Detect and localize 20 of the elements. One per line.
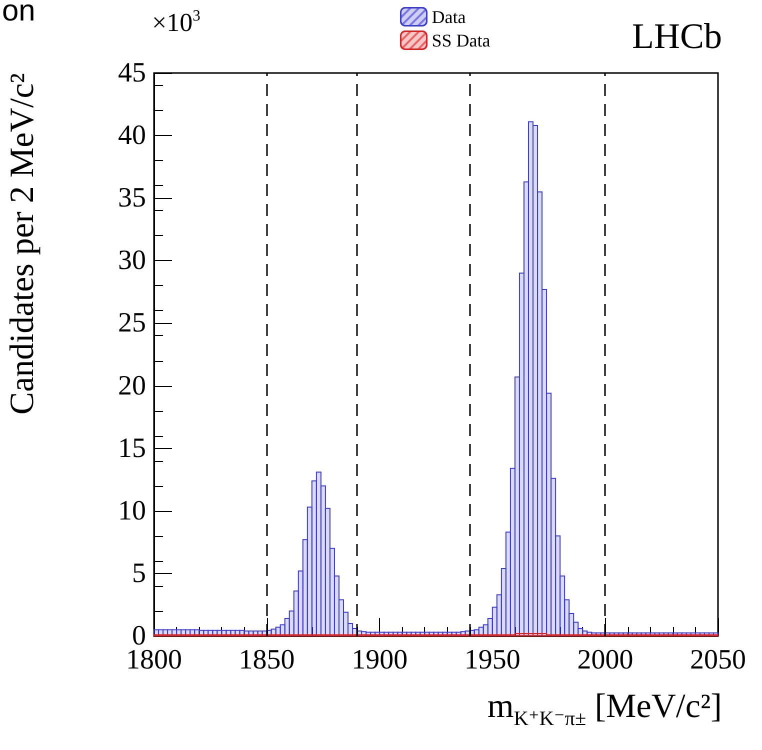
- y-tick-label: 25: [118, 308, 146, 339]
- y-tick-label: 30: [118, 245, 146, 276]
- x-tick-label: 2050: [690, 644, 746, 676]
- text: LHCb: [632, 16, 722, 56]
- x-tick-label: 1900: [352, 644, 408, 676]
- y-tick-label: 5: [132, 558, 146, 589]
- y-axis-title: Candidates per 2 MeV/c²: [4, 73, 41, 415]
- y-tick-label: 15: [118, 432, 146, 464]
- x-tick-label: 2000: [577, 644, 634, 676]
- x-tick-label: 1950: [464, 644, 520, 676]
- y-tick-label: 45: [118, 58, 146, 88]
- y-tick-label: 35: [118, 182, 146, 214]
- y-tick-label: 40: [118, 120, 146, 152]
- y-tick-label: 10: [118, 495, 146, 526]
- legend-label: Data: [432, 6, 466, 27]
- text: on: [2, 0, 36, 28]
- x-tick-label: 1850: [238, 644, 295, 676]
- y-tick-label: 20: [118, 370, 146, 402]
- legend-label: SS Data: [432, 30, 490, 50]
- x-axis-title: m$_{K⁺K⁻π±}$ [MeV/c²]: [487, 688, 722, 730]
